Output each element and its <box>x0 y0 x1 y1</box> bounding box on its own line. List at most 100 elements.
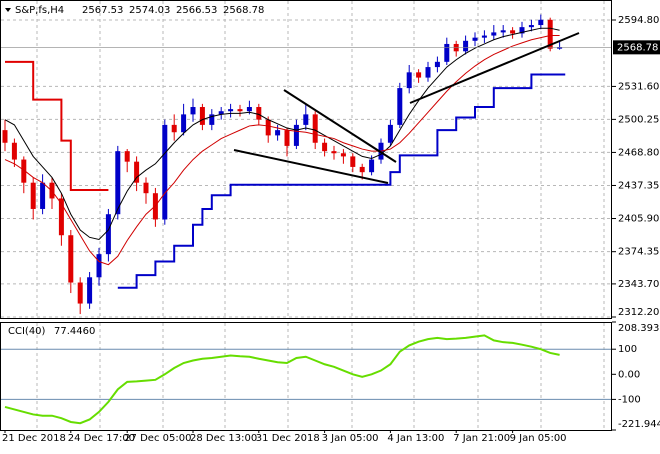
x-tick-label: 24 Dec 17:00 <box>68 433 135 444</box>
x-tick-label: 4 Jan 13:00 <box>387 433 444 444</box>
candle-body <box>350 156 356 167</box>
candle-body <box>115 151 121 215</box>
y-tick-label: 2594.80 <box>618 15 659 26</box>
x-tick-label: 27 Dec 05:00 <box>124 433 191 444</box>
candle-body <box>228 109 234 112</box>
y-tick-label: 2468.80 <box>618 147 659 158</box>
y-tick-label: 2531.60 <box>618 81 659 92</box>
cci-title: CCI(40) <box>8 326 46 337</box>
y-tick-label: 2374.35 <box>618 247 659 258</box>
candle-body <box>416 72 422 78</box>
y-tick-label: 2312.20 <box>618 307 659 318</box>
candle-body <box>359 166 365 173</box>
candle-body <box>519 27 525 34</box>
y-tick-label: 0.00 <box>618 369 640 380</box>
candle-body <box>162 124 168 220</box>
trend-line <box>283 89 397 163</box>
trend-line <box>409 32 580 104</box>
candle-body <box>463 40 469 52</box>
marks <box>0 14 612 425</box>
candle-body <box>2 130 8 143</box>
y-tick-label: 2500.25 <box>618 114 659 125</box>
candle-body <box>397 88 403 125</box>
y-tick-label: 2343.70 <box>618 279 659 290</box>
x-tick-label: 31 Dec 2018 <box>256 433 320 444</box>
stop-line <box>5 60 109 192</box>
candle-body <box>510 30 516 34</box>
candle-body <box>322 142 328 152</box>
candle-body <box>87 277 93 304</box>
header-icon <box>5 8 11 12</box>
candle-body <box>406 72 412 89</box>
price-box <box>613 40 660 55</box>
candle-body <box>199 107 205 125</box>
low: 2566.53 <box>176 5 217 16</box>
high: 2574.03 <box>129 5 170 16</box>
candle-body <box>134 161 140 183</box>
candle-body <box>265 119 271 136</box>
candle-body <box>331 151 337 154</box>
y-tick-label: 2437.35 <box>618 180 659 191</box>
candle-body <box>340 153 346 157</box>
candle-body <box>124 151 130 162</box>
candle-body <box>369 159 375 173</box>
candle-body <box>434 61 440 68</box>
candle-body <box>68 235 74 283</box>
candle-body <box>218 111 224 115</box>
candle-body <box>256 107 262 120</box>
candle-body <box>181 114 187 133</box>
open: 2567.53 <box>82 5 123 16</box>
symbol: S&P,fs,H4 <box>15 5 64 16</box>
candle-body <box>143 182 149 194</box>
candle-body <box>547 19 553 49</box>
candle-body <box>58 198 64 236</box>
close: 2568.78 <box>223 5 264 16</box>
moving-average <box>4 35 560 266</box>
candle-body <box>500 30 506 33</box>
y-tick-label: 208.3938 <box>618 323 660 334</box>
cci-frame <box>0 322 612 431</box>
x-tick-label: 9 Jan 05:00 <box>510 433 567 444</box>
x-tick-label: 28 Dec 13:00 <box>190 433 257 444</box>
candle-body <box>21 159 27 183</box>
candle-body <box>246 107 252 112</box>
candle-body <box>312 114 318 143</box>
price-label: 2568.78 <box>617 42 658 53</box>
candle-body <box>293 124 299 146</box>
candle-body <box>40 182 46 209</box>
x-tick-label: 21 Dec 2018 <box>2 433 66 444</box>
x-tick-label: 7 Jan 21:00 <box>453 433 510 444</box>
stop-line <box>117 73 566 289</box>
moving-average <box>4 27 560 240</box>
candle-body <box>11 142 17 160</box>
candle-body <box>303 114 309 125</box>
main-frame <box>0 0 612 319</box>
candle-body <box>209 114 215 125</box>
header: S&P,fs,H4 2567.53 2574.03 2566.53 2568.7… <box>5 5 264 337</box>
candle-body <box>96 254 102 278</box>
candle-body <box>284 130 290 146</box>
candle-body <box>528 25 534 28</box>
candle-body <box>481 35 487 38</box>
candle-body <box>538 19 544 26</box>
trend-line <box>233 149 389 184</box>
y-tick-label: -100 <box>618 394 641 405</box>
candle-body <box>491 32 497 36</box>
candle-body <box>425 67 431 78</box>
y-tick-label: 2405.90 <box>618 214 659 225</box>
candle-body <box>237 109 243 112</box>
y-tick-label: 100 <box>618 344 637 355</box>
y-tick-label: -221.9441 <box>618 419 660 430</box>
cci-line <box>4 334 560 425</box>
cci-value: 77.4460 <box>54 326 95 337</box>
candle-body <box>30 182 36 209</box>
candle-body <box>77 282 83 304</box>
candle-body <box>472 37 478 41</box>
candle-body <box>444 43 450 62</box>
candle-body <box>105 214 111 255</box>
x-tick-label: 3 Jan 05:00 <box>322 433 379 444</box>
candle-body <box>557 47 563 49</box>
candle-body <box>387 124 393 143</box>
